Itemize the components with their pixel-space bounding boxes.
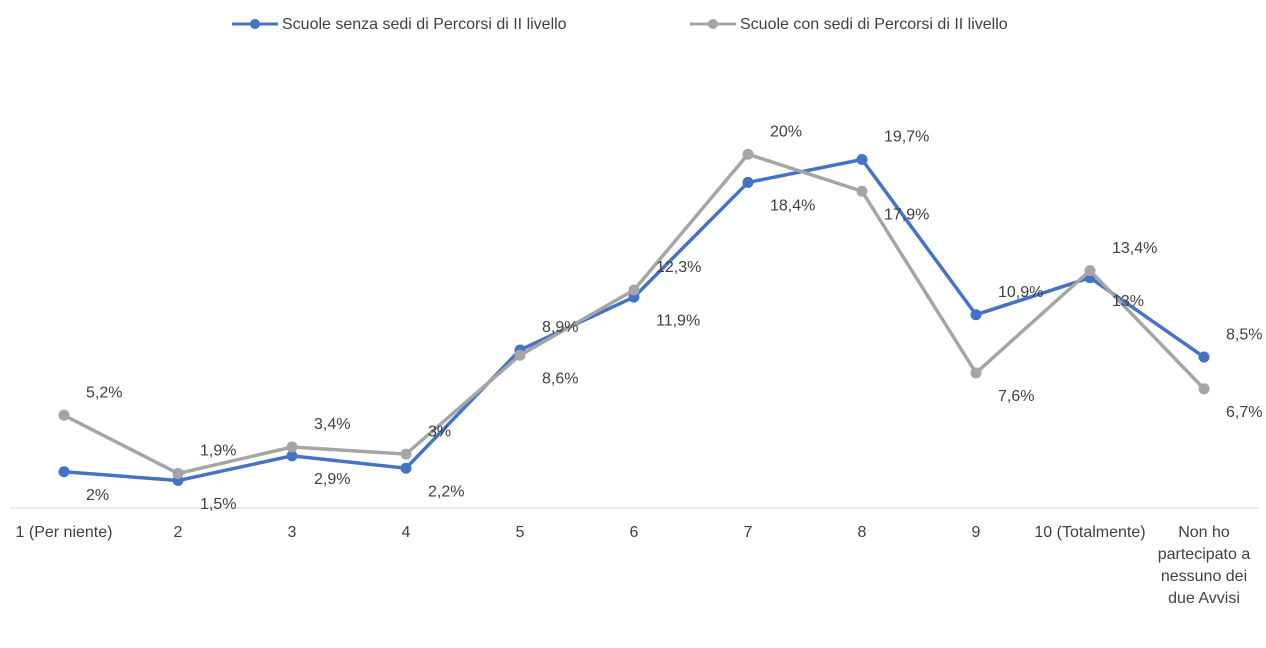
data-label: 20% bbox=[770, 123, 802, 140]
data-label: 8,9% bbox=[542, 319, 578, 336]
x-tick-label: 10 (Totalmente) bbox=[1034, 524, 1146, 541]
data-point bbox=[286, 441, 298, 453]
data-point bbox=[400, 448, 412, 460]
legend-marker bbox=[708, 19, 718, 29]
data-label: 3,4% bbox=[314, 416, 350, 433]
data-label: 6,7% bbox=[1226, 404, 1262, 421]
x-tick-label: 6 bbox=[629, 524, 639, 541]
data-label: 13% bbox=[1112, 293, 1144, 310]
data-label: 1,5% bbox=[200, 496, 236, 513]
data-label: 7,6% bbox=[998, 388, 1034, 405]
data-label: 17,9% bbox=[884, 206, 929, 223]
data-point bbox=[514, 349, 526, 361]
data-point bbox=[856, 185, 868, 197]
data-label: 18,4% bbox=[770, 198, 815, 215]
data-point bbox=[1198, 351, 1210, 363]
data-point bbox=[58, 409, 70, 421]
data-point bbox=[400, 462, 412, 474]
data-label: 3% bbox=[428, 423, 451, 440]
data-point bbox=[1084, 265, 1096, 277]
data-point bbox=[1198, 383, 1210, 395]
data-label: 19,7% bbox=[884, 129, 929, 146]
legend-label: Scuole con sedi di Percorsi di II livell… bbox=[740, 16, 1008, 33]
x-tick-label: 5 bbox=[515, 524, 525, 541]
x-tick-label: Non ho partecipato a nessuno dei due Avv… bbox=[1157, 524, 1251, 607]
data-point bbox=[172, 467, 184, 479]
data-label: 2,2% bbox=[428, 483, 464, 500]
x-tick-label: 2 bbox=[173, 524, 183, 541]
data-label: 8,5% bbox=[1226, 326, 1262, 343]
data-point bbox=[286, 450, 298, 462]
legend-label: Scuole senza sedi di Percorsi di II live… bbox=[282, 16, 567, 33]
data-label: 2,9% bbox=[314, 471, 350, 488]
x-tick-label: 1 (Per niente) bbox=[15, 524, 113, 541]
data-point bbox=[628, 284, 640, 296]
data-point bbox=[856, 153, 868, 165]
data-label: 13,4% bbox=[1112, 240, 1157, 257]
x-tick-label: 9 bbox=[971, 524, 981, 541]
legend-marker bbox=[250, 19, 260, 29]
data-label: 2% bbox=[86, 487, 109, 504]
data-point bbox=[742, 148, 754, 160]
x-tick-label: 3 bbox=[287, 524, 297, 541]
data-label: 10,9% bbox=[998, 284, 1043, 301]
data-point bbox=[58, 466, 70, 478]
x-tick-label: 8 bbox=[857, 524, 867, 541]
data-point bbox=[970, 367, 982, 379]
data-label: 1,9% bbox=[200, 443, 236, 460]
data-label: 8,6% bbox=[542, 371, 578, 388]
x-tick-label: 7 bbox=[743, 524, 753, 541]
x-tick-label: 4 bbox=[401, 524, 411, 541]
data-point bbox=[970, 309, 982, 321]
data-label: 12,3% bbox=[656, 259, 701, 276]
series-line bbox=[63, 152, 1206, 476]
data-label: 5,2% bbox=[86, 384, 122, 401]
data-point bbox=[742, 176, 754, 188]
data-label: 11,9% bbox=[656, 312, 700, 329]
